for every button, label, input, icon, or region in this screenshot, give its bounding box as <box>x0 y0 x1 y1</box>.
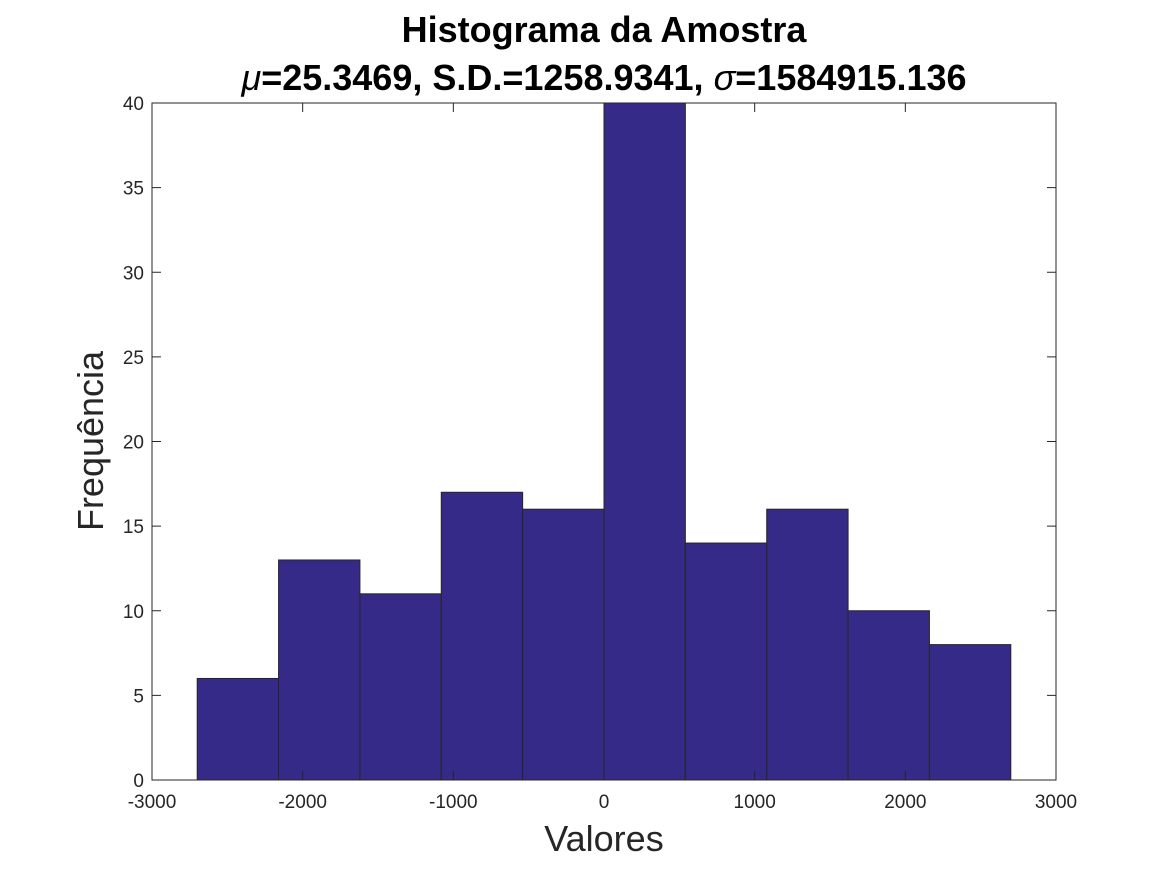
y-tick-label: 35 <box>123 179 144 200</box>
histogram-bar <box>196 677 280 781</box>
y-tick-label: 30 <box>123 263 144 284</box>
histogram-bars <box>196 102 1012 781</box>
histogram-bar <box>440 491 524 781</box>
histogram-bar <box>278 559 361 781</box>
subtitle-variance: =1584915.136 <box>735 57 966 98</box>
y-tick-label: 25 <box>123 348 144 369</box>
y-tick-label: 5 <box>133 686 144 707</box>
y-axis-label: Frequência <box>70 350 111 531</box>
x-tick-label: -3000 <box>128 792 177 813</box>
histogram-bar <box>847 610 930 781</box>
chart-title: Histograma da Amostra <box>402 9 808 50</box>
axis-ticks <box>151 102 1057 781</box>
chart-subtitle: μ=25.3469, S.D.=1258.9341, σ=1584915.136 <box>240 57 966 98</box>
histogram-bar <box>766 508 849 781</box>
histogram-bar <box>684 542 768 781</box>
histogram-bar <box>603 102 686 781</box>
y-tick-label: 20 <box>123 433 144 454</box>
histogram-bar <box>928 644 1012 781</box>
x-tick-label: -1000 <box>429 792 478 813</box>
axis-tick-labels: -3000 -2000 -1000 0 1000 2000 3000 0 5 10 15 20 25 30… <box>123 94 1077 813</box>
x-tick-label: 0 <box>599 792 610 813</box>
histogram-bar <box>359 593 442 781</box>
chart-title-group: Histograma da Amostra μ=25.3469, S.D.=12… <box>240 9 966 98</box>
x-axis-label: Valores <box>544 818 663 859</box>
histogram-bar <box>522 508 605 781</box>
y-tick-label: 10 <box>123 602 144 623</box>
x-tick-label: 3000 <box>1035 792 1077 813</box>
x-tick-label: 2000 <box>884 792 926 813</box>
x-tick-label: -2000 <box>278 792 327 813</box>
y-tick-label: 40 <box>123 94 144 115</box>
sigma-symbol: σ <box>714 57 737 98</box>
subtitle-stats: =25.3469, S.D.=1258.9341, <box>261 57 713 98</box>
x-tick-label: 1000 <box>734 792 776 813</box>
y-tick-label: 15 <box>123 517 144 538</box>
y-tick-label: 0 <box>133 771 144 792</box>
mu-symbol: μ <box>240 57 261 98</box>
